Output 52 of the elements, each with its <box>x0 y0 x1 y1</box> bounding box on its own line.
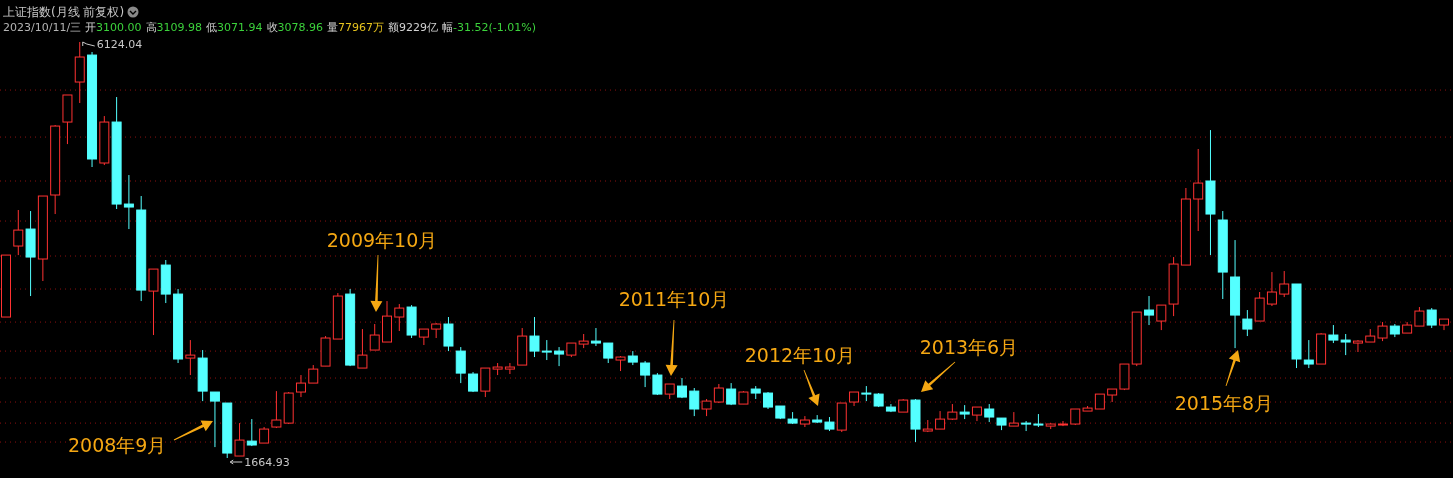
candlestick <box>590 327 601 347</box>
candlestick <box>799 415 810 428</box>
candlestick <box>1242 309 1253 337</box>
candlestick <box>185 339 196 376</box>
candlestick <box>1328 324 1339 344</box>
candlestick <box>480 367 491 398</box>
candlestick <box>1266 271 1277 307</box>
candlestick <box>1340 333 1351 356</box>
candlestick <box>246 418 257 447</box>
chart-title: 上证指数(月线 前复权) <box>3 5 125 19</box>
candlestick <box>1426 307 1437 329</box>
annotation: 1664.93 <box>244 456 290 469</box>
candlestick <box>13 209 24 256</box>
candlestick <box>1377 321 1388 342</box>
candlestick <box>504 362 515 375</box>
candlestick <box>1352 339 1363 353</box>
annotation: 2015年8月 <box>1174 392 1274 414</box>
candlestick <box>234 422 245 457</box>
candlestick <box>640 360 651 388</box>
candlestick <box>271 390 282 429</box>
candlestick <box>935 410 946 430</box>
candlestick <box>984 403 995 423</box>
candlestick <box>209 391 220 448</box>
candlestick <box>1303 339 1314 369</box>
annotation: 2011年10月 <box>618 288 730 310</box>
candlestick <box>455 346 466 384</box>
candlestick <box>357 328 368 369</box>
text: 2023/10/11/三 开3100.00 高3109.98 低3071.94 收3078.96 量77967万 额9229亿 幅-31.52(-1.01%) <box>3 21 537 34</box>
candlestick <box>541 339 552 361</box>
annotation: 2009年10月 <box>326 229 438 251</box>
annotation: 6124.04 <box>96 38 143 51</box>
candlestick <box>1021 420 1032 432</box>
candlestick <box>394 303 405 332</box>
annotation: 2013年6月 <box>919 336 1019 358</box>
annotation: 2012年10月 <box>744 344 856 366</box>
candlestick <box>123 174 134 230</box>
annotation: 2008年9月 <box>68 434 167 456</box>
candlestick <box>554 346 565 367</box>
candlestick <box>1144 295 1155 326</box>
candlestick <box>369 323 380 351</box>
candlestick <box>308 364 319 384</box>
candlestick <box>529 316 540 358</box>
candlestick <box>1279 270 1290 298</box>
candlestick <box>689 387 700 417</box>
candlestick <box>295 374 306 398</box>
candlestick <box>1254 291 1265 322</box>
candlestick <box>1193 148 1204 232</box>
candlestick <box>443 316 454 352</box>
candlestick <box>603 342 614 364</box>
candlestick <box>148 268 159 336</box>
candlestick <box>1156 304 1167 331</box>
candlestick <box>1414 306 1425 327</box>
